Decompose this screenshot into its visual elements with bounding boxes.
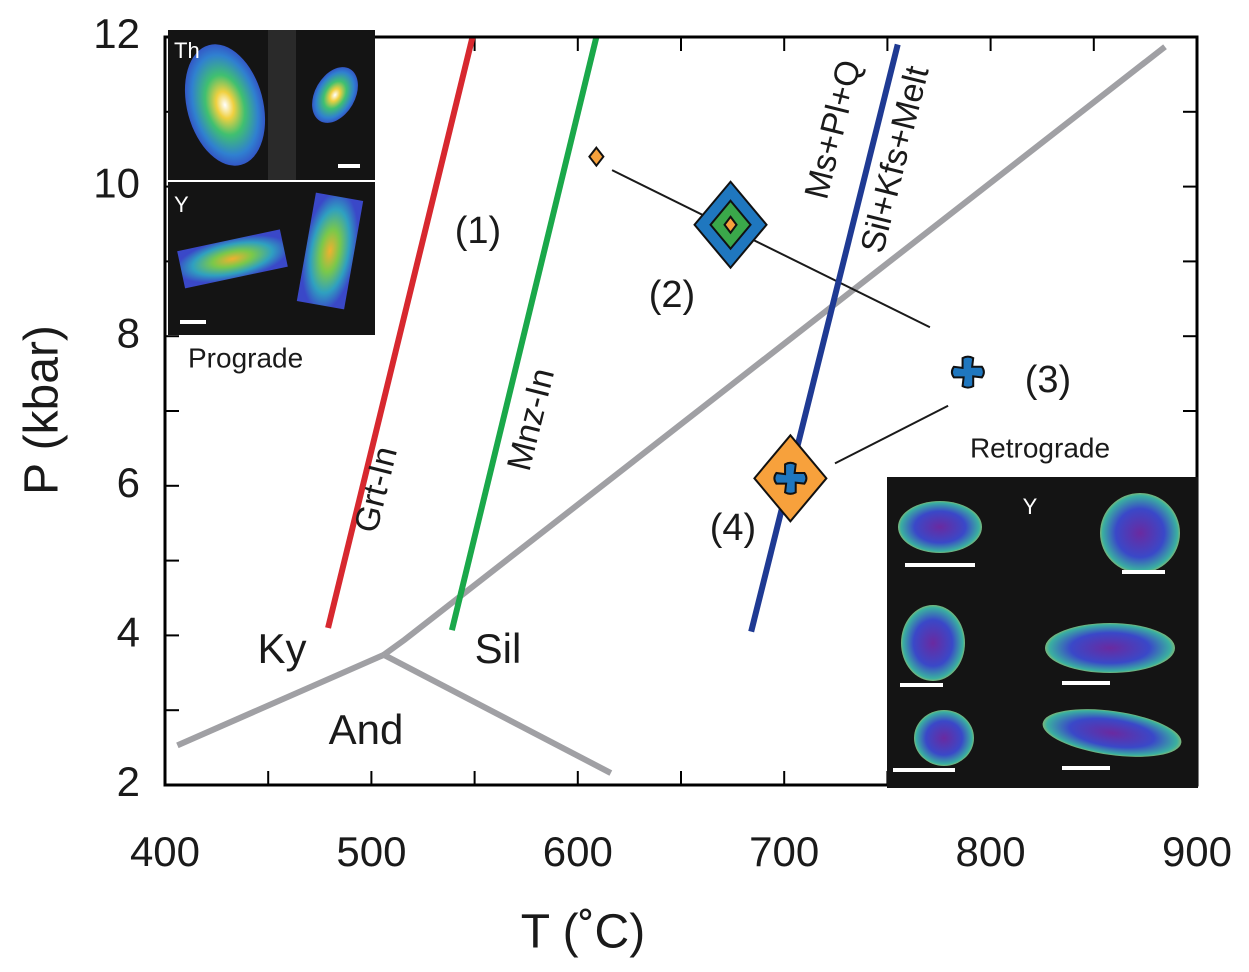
chart: Th Y Prograde Y Retrograde T (˚C) P (kba…: [0, 0, 1249, 967]
inset-label: Y: [1023, 494, 1038, 519]
inset-separator: [268, 30, 296, 180]
grain-map: [898, 501, 982, 553]
x-tick-label: 900: [1162, 828, 1232, 875]
annotation: And: [329, 706, 404, 753]
grain-map: [1100, 493, 1180, 573]
y-tick-label: 8: [117, 309, 140, 356]
phase-boundary: [384, 655, 611, 773]
line-label: Grt-In: [347, 443, 405, 537]
grain-map: [914, 710, 974, 766]
annotation: (1): [455, 210, 501, 252]
inset-caption: Retrograde: [970, 432, 1110, 463]
annotation: (3): [1025, 359, 1071, 401]
x-tick-label: 700: [749, 828, 819, 875]
x-axis-label: T (˚C): [521, 906, 645, 959]
annotation: Sil: [475, 625, 522, 672]
marker: [589, 148, 603, 166]
reaction-line: [452, 37, 596, 630]
x-tick-label: 400: [130, 828, 200, 875]
y-tick-label: 6: [117, 459, 140, 506]
y-tick-label: 12: [93, 10, 140, 57]
line-label: Ms+Pl+Q: [797, 56, 868, 203]
annotation: (2): [649, 274, 695, 316]
y-axis-label: P (kbar): [16, 325, 69, 495]
x-tick-label: 600: [543, 828, 613, 875]
annotation: (4): [710, 507, 756, 549]
inset-caption: Prograde: [188, 342, 303, 373]
annotation: Ky: [257, 625, 306, 672]
line-label: Mnz-In: [500, 364, 562, 474]
grain-map: [1045, 623, 1175, 673]
marker: [952, 357, 984, 388]
tie-line: [835, 406, 948, 464]
y-tick-label: 2: [117, 758, 140, 805]
y-tick-label: 4: [117, 608, 140, 655]
inset-label: Y: [174, 192, 189, 217]
x-tick-label: 800: [956, 828, 1026, 875]
grain-map: [901, 605, 965, 681]
x-tick-label: 500: [336, 828, 406, 875]
y-tick-label: 10: [93, 160, 140, 207]
inset-label: Th: [174, 38, 200, 63]
